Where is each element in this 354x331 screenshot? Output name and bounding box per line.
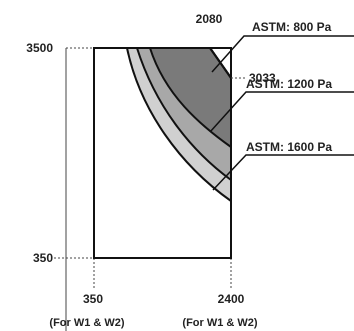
main-frame: [93, 47, 232, 259]
leader-1200: [209, 91, 354, 133]
y-label-bottom: 350: [33, 251, 53, 265]
zone-label-1200: ASTM: 1200 Pa: [246, 77, 332, 91]
x-note-left: (For W1 & W2): [49, 317, 124, 329]
zone-label-800: ASTM: 800 Pa: [252, 20, 332, 34]
y-label-top: 3500: [26, 41, 53, 55]
x-label-left: 350: [83, 292, 103, 306]
top-value-label: 2080: [196, 12, 223, 26]
x-label-right: 2400: [218, 292, 245, 306]
x-note-right: (For W1 & W2): [182, 317, 257, 329]
leader-1600: [212, 154, 354, 191]
zone-label-1600: ASTM: 1600 Pa: [246, 140, 332, 154]
leader-800: [211, 35, 354, 73]
side-value-label: 3033: [249, 71, 276, 85]
